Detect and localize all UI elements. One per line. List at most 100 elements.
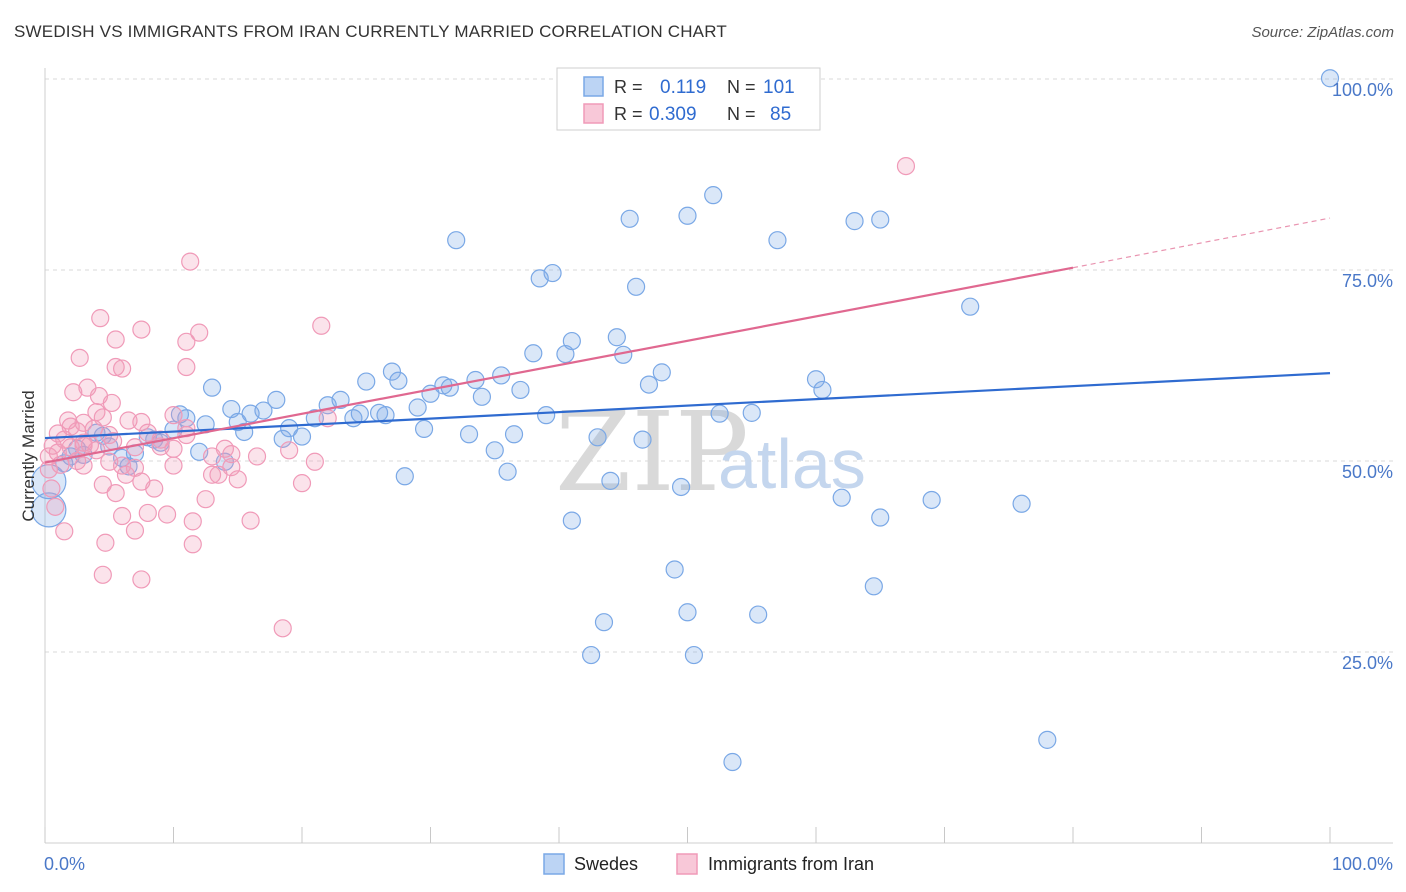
- swedes-trend-line: [44, 372, 1331, 440]
- iran-point-78: [280, 441, 299, 460]
- swedes-point-87: [813, 380, 832, 400]
- swedes-point-41: [395, 467, 414, 486]
- swedes-point-29: [280, 419, 299, 438]
- swedes-point-1: [31, 492, 67, 528]
- iran-point-60: [177, 332, 196, 351]
- swedes-point-89: [845, 212, 864, 231]
- swedes-point-63: [582, 645, 601, 665]
- iran-point-18: [74, 413, 93, 432]
- swedes-point-50: [472, 387, 491, 406]
- iran-point-55: [157, 505, 177, 524]
- swedes-point-51: [485, 441, 504, 460]
- swedes-point-40: [389, 371, 408, 390]
- swedes-point-56: [524, 344, 543, 363]
- swedes-point-94: [961, 297, 980, 316]
- legend-r-label-1: R =: [614, 77, 643, 97]
- y-tick-label-0: 25.0%: [1342, 653, 1393, 673]
- swedes-point-64: [588, 428, 607, 447]
- iran-point-81: [312, 316, 331, 335]
- iran-point-74: [228, 470, 247, 489]
- iran-point-67: [196, 490, 215, 509]
- swedes-point-26: [254, 401, 273, 420]
- swedes-point-38: [376, 406, 395, 425]
- swedes-point-81: [710, 404, 729, 423]
- iran-point-65: [183, 512, 202, 531]
- source-credit: Source: ZipAtlas.com: [1251, 24, 1394, 41]
- legend-swatch-iran: [583, 103, 604, 124]
- iran-point-66: [190, 323, 209, 342]
- iran-point-51: [138, 503, 157, 523]
- watermark-zip: ZIP: [555, 388, 749, 516]
- swedes-point-61: [562, 331, 581, 351]
- swedes-point-70: [626, 277, 646, 296]
- bottom-legend-label-swedes: Swedes: [574, 854, 638, 874]
- axes: [44, 68, 1393, 844]
- legend-r-value-1: 0.119: [660, 77, 706, 98]
- iran-point-28: [93, 475, 112, 494]
- swedes-point-20: [202, 378, 222, 397]
- swedes-point-30: [292, 427, 312, 446]
- y-axis-label: Currently Married: [19, 390, 38, 521]
- iran-point-45: [125, 521, 145, 540]
- iran-point-77: [273, 619, 292, 638]
- iran-point-9: [55, 522, 74, 541]
- swedes-point-97: [1320, 69, 1340, 88]
- iran-point-58: [164, 456, 183, 475]
- iran-point-41: [116, 465, 136, 484]
- watermark: ZIP atlas: [555, 388, 866, 516]
- swedes-point-90: [864, 577, 883, 596]
- iran-point-27: [93, 408, 112, 427]
- swedes-point-74: [652, 363, 671, 382]
- iran-point-63: [181, 252, 200, 271]
- swedes-point-72: [639, 375, 659, 394]
- legend-r-value-2: 0.309: [649, 104, 697, 125]
- legend-r-label-2: R =: [614, 104, 643, 124]
- gridlines: [45, 78, 1393, 653]
- y-tick-label-3: 100.0%: [1332, 80, 1393, 100]
- swedes-point-53: [498, 462, 517, 481]
- swedes-point-27: [267, 390, 286, 409]
- swedes-point-84: [749, 605, 768, 624]
- iran-point-56: [164, 406, 183, 425]
- swedes-point-77: [678, 603, 697, 622]
- legend-n-value-2: 85: [770, 104, 791, 125]
- swedes-point-42: [408, 398, 427, 417]
- iran-point-38: [112, 359, 132, 378]
- swedes-point-47: [447, 231, 466, 250]
- iran-point-29: [93, 565, 112, 584]
- iran-point-76: [247, 447, 267, 466]
- swedes-point-43: [414, 419, 434, 439]
- x-tick-min: 0.0%: [44, 854, 85, 874]
- legend-n-label-2: N =: [727, 104, 756, 124]
- iran-point-30: [96, 533, 115, 552]
- iran-point-49: [132, 320, 151, 339]
- bottom-legend-swatch-iran: [676, 853, 698, 875]
- swedes-point-85: [768, 231, 787, 250]
- legend-swatch-swedes: [583, 76, 604, 97]
- iran-point-69: [202, 465, 222, 484]
- swedes-point-58: [537, 406, 556, 425]
- swedes-point-66: [601, 471, 620, 490]
- iran-point-39: [112, 506, 132, 526]
- swedes-point-92: [871, 210, 890, 229]
- iran-point-64: [183, 535, 202, 554]
- bottom-legend: Swedes Immigrants from Iran: [543, 853, 874, 875]
- swedes-point-93: [922, 490, 941, 510]
- swedes-point-95: [1012, 494, 1031, 513]
- y-tick-label-2: 75.0%: [1342, 271, 1393, 291]
- swedes-point-83: [742, 403, 761, 422]
- iran-point-37: [106, 330, 125, 349]
- swedes-point-55: [511, 380, 530, 400]
- chart-title: SWEDISH VS IMMIGRANTS FROM IRAN CURRENTL…: [14, 22, 727, 41]
- iran-point-83: [896, 156, 916, 176]
- iran-point-57: [164, 439, 183, 458]
- bottom-legend-swatch-swedes: [543, 853, 565, 875]
- trend-lines: [44, 217, 1331, 464]
- iran-point-61: [177, 357, 196, 377]
- iran-trend-line: [44, 266, 1074, 464]
- iran-point-36: [106, 483, 125, 503]
- swedes-point-79: [684, 645, 704, 665]
- iran-point-72: [222, 445, 241, 464]
- iran-point-80: [305, 452, 324, 471]
